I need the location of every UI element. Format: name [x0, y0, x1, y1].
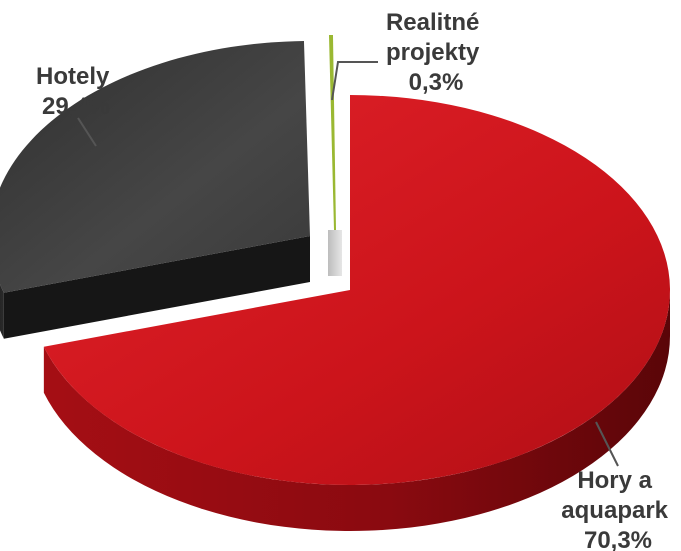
slice-hotely: [0, 41, 310, 293]
slice-label-realitne-projekty: Realitné projekty 0,3%: [386, 9, 486, 96]
slice-value-label: 70,3%: [584, 527, 652, 551]
slice-value-label: 29,4%: [42, 93, 110, 120]
slice-label-line: projekty: [386, 39, 480, 66]
slice-side-hotely: [0, 284, 4, 339]
slice-wall-hotely: [3, 236, 311, 339]
slice-realitne-projekty: [328, 35, 336, 230]
leader-line-hotely: [77, 117, 97, 147]
slice-label-line: aquapark: [561, 497, 668, 524]
slice-label-hory-a-aquapark: Hory a aquapark 70,3%: [561, 467, 674, 551]
slices-layer: [0, 35, 671, 531]
slice-hory-a-aquapark: [43, 95, 671, 485]
leader-line-realitne-projekty: [331, 61, 378, 101]
leader-line-hory-a-aquapark: [595, 421, 619, 467]
slice-label-line: Hotely: [36, 63, 110, 90]
slice-label-hotely: Hotely 29,4%: [36, 63, 116, 120]
slice-label-line: Hory a: [577, 467, 652, 494]
slice-side-hory-a-aquapark: [43, 290, 670, 531]
slice-value-label: 0,3%: [409, 69, 464, 96]
slice-label-line: Realitné: [386, 9, 479, 36]
slice-wall-realitne-projekty: [328, 230, 342, 276]
